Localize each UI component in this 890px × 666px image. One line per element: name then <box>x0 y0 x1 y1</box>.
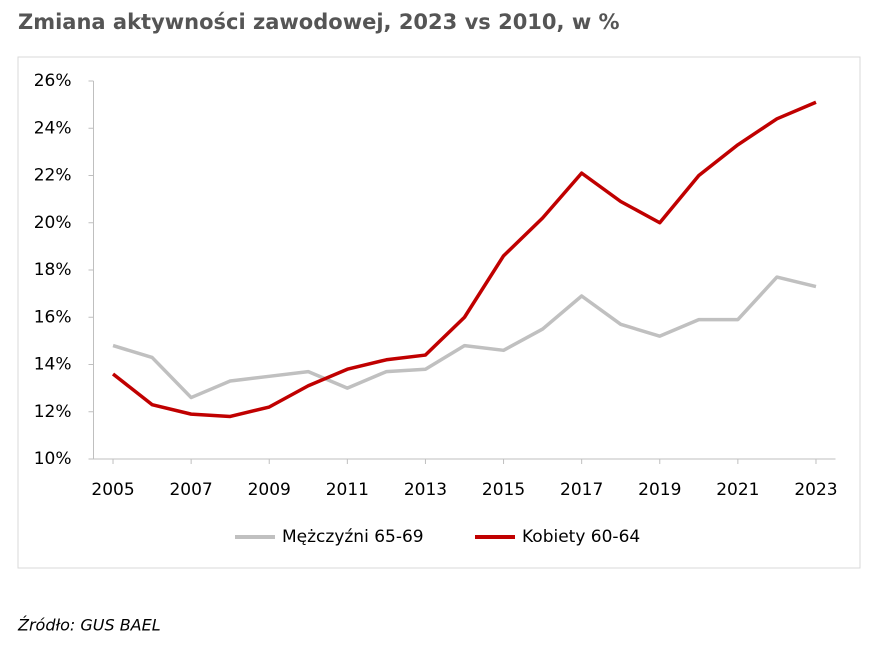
chart-title: Zmiana aktywności zawodowej, 2023 vs 201… <box>18 10 620 34</box>
x-tick-label: 2021 <box>716 480 759 500</box>
source-note: Źródło: GUS BAEL <box>17 616 161 635</box>
legend-label: Kobiety 60-64 <box>522 527 640 547</box>
x-tick-label: 2017 <box>560 480 603 500</box>
y-tick-label: 14% <box>34 355 72 375</box>
chart-frame <box>17 56 861 569</box>
x-tick-label: 2009 <box>248 480 291 500</box>
y-tick-label: 24% <box>34 118 72 138</box>
y-tick-label: 12% <box>34 402 72 422</box>
y-tick-label: 26% <box>34 71 72 91</box>
series-line <box>111 100 817 419</box>
y-tick-label: 10% <box>34 449 72 469</box>
legend-label: Mężczyźni 65-69 <box>282 527 424 547</box>
x-tick-label: 2013 <box>404 480 447 500</box>
x-tick-label: 2011 <box>326 480 369 500</box>
x-tick-label: 2015 <box>482 480 525 500</box>
y-tick-label: 22% <box>34 166 72 186</box>
y-tick-label: 18% <box>34 260 72 280</box>
x-tick-label: 2007 <box>169 480 212 500</box>
y-tick-label: 16% <box>34 307 72 327</box>
y-tick-label: 20% <box>34 213 72 233</box>
x-tick-label: 2005 <box>91 480 134 500</box>
x-tick-label: 2023 <box>794 480 837 500</box>
series-line <box>112 275 817 400</box>
x-tick-label: 2019 <box>638 480 681 500</box>
